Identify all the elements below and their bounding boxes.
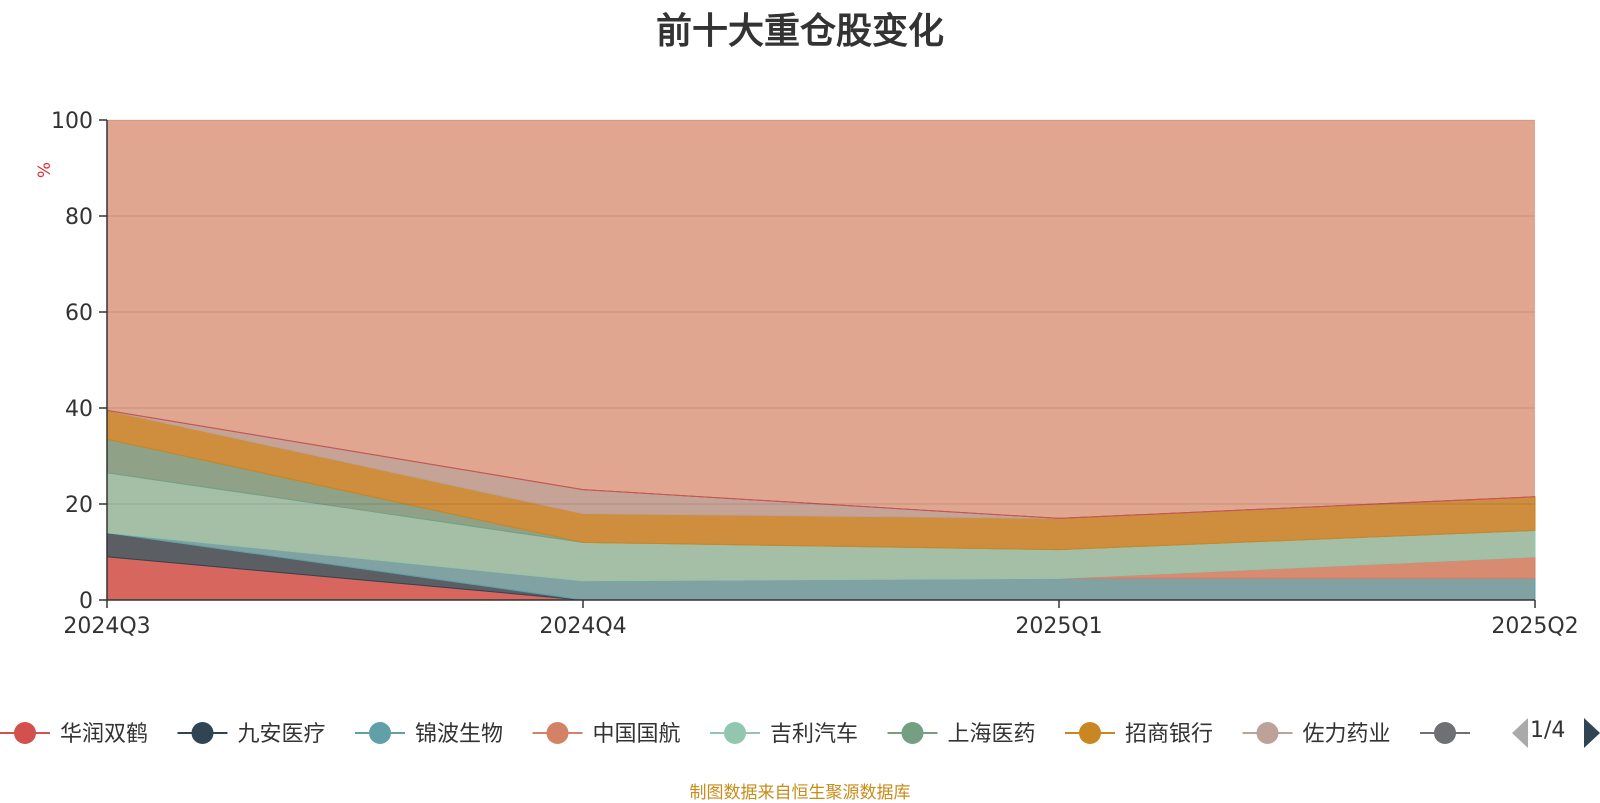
y-tick-label-0: 0 [79, 589, 93, 614]
y-tick-label-1: 20 [65, 493, 93, 518]
legend-item-0[interactable]: 华润双鹤 [0, 722, 148, 747]
legend-items: 华润双鹤 九安医疗 锦波生物 中国国航 吉利汽车 上海医药 招商银行 佐力药业 [0, 722, 1470, 747]
legend-item-4[interactable]: 吉利汽车 [710, 722, 858, 747]
area-series-9 [106, 409, 1536, 519]
legend-label-7: 佐力药业 [1303, 722, 1391, 747]
legend-marker-2 [369, 722, 391, 744]
legend: 华润双鹤 九安医疗 锦波生物 中国国航 吉利汽车 上海医药 招商银行 佐力药业 [0, 718, 1600, 748]
legend-label-1: 九安医疗 [238, 722, 326, 747]
gridlines [107, 119, 1535, 505]
legend-marker-partial [1434, 722, 1456, 744]
legend-marker-4 [724, 722, 746, 744]
legend-next-icon[interactable] [1584, 718, 1600, 748]
data-source-note: 制图数据来自恒生聚源数据库 [689, 783, 911, 803]
x-tick-label-0: 2024Q3 [63, 614, 150, 639]
legend-label-4: 吉利汽车 [770, 722, 858, 747]
legend-item-7[interactable]: 佐力药业 [1242, 722, 1391, 747]
chart-title: 前十大重仓股变化 [655, 11, 944, 52]
y-tick-label-5: 100 [51, 109, 93, 134]
legend-item-5[interactable]: 上海医药 [887, 722, 1036, 747]
legend-item-partial[interactable] [1420, 722, 1470, 744]
y-tick-label-4: 80 [65, 205, 93, 230]
legend-label-3: 中国国航 [593, 722, 681, 747]
legend-marker-7 [1256, 722, 1279, 744]
legend-marker-0 [14, 722, 36, 744]
legend-marker-3 [546, 722, 569, 744]
legend-item-1[interactable]: 九安医疗 [177, 722, 326, 747]
x-tick-label-1: 2024Q4 [539, 614, 626, 639]
legend-page-indicator: 1/4 [1530, 718, 1566, 743]
areas-layer [106, 120, 1536, 601]
legend-prev-icon[interactable] [1512, 718, 1528, 748]
legend-label-6: 招商银行 [1125, 722, 1213, 747]
legend-item-3[interactable]: 中国国航 [532, 722, 681, 747]
legend-label-2: 锦波生物 [415, 722, 503, 747]
legend-label-0: 华润双鹤 [60, 722, 148, 747]
x-tick-label-2: 2025Q1 [1015, 614, 1102, 639]
axes: 0 20 40 60 80 100 2024Q3 2024Q4 2025Q1 2025Q2% [35, 109, 1579, 639]
legend-item-6[interactable]: 招商银行 [1065, 722, 1213, 747]
legend-label-5: 上海医药 [948, 722, 1036, 747]
legend-marker-6 [1079, 722, 1101, 744]
legend-marker-5 [901, 722, 924, 744]
y-tick-label-2: 40 [65, 397, 93, 422]
legend-item-2[interactable]: 锦波生物 [355, 722, 503, 747]
y-axis-label: % [35, 162, 55, 178]
y-tick-label-3: 60 [65, 301, 93, 326]
legend-marker-1 [191, 722, 214, 744]
x-tick-label-3: 2025Q2 [1491, 614, 1578, 639]
